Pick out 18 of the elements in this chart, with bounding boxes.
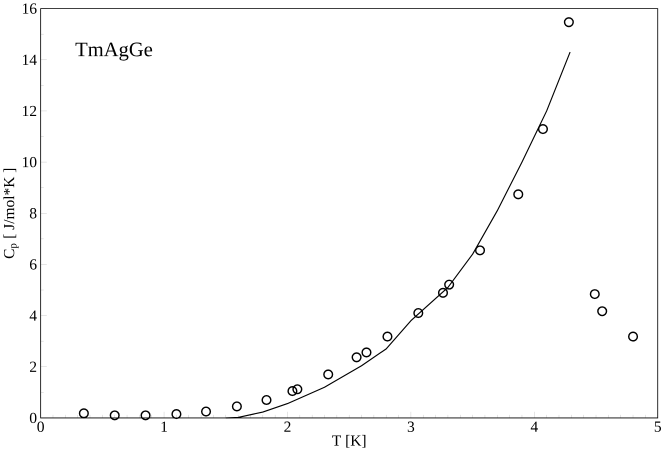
y-tick-label: 4 — [30, 310, 37, 321]
x-tick-label: 4 — [530, 422, 538, 432]
x-tick-label: 1 — [162, 422, 168, 432]
y-tick-label: 12 — [22, 106, 36, 116]
y-tick-label: 0 — [30, 412, 36, 424]
y-tick-label: 6 — [30, 259, 37, 270]
y-tick-label: 8 — [30, 208, 36, 218]
x-tick-label: 5 — [654, 422, 661, 432]
x-axis-title: T [K] — [332, 434, 366, 448]
y-axis-title: C$_{p}$ [ J/mol*K ] — [3, 168, 19, 258]
x-tick-label: 2 — [284, 422, 290, 432]
annotation: TmAgGe — [76, 42, 152, 61]
y-tick-label: 16 — [22, 3, 37, 14]
x-tick-label: 0 — [37, 422, 44, 432]
y-tick-label: 2 — [30, 362, 36, 372]
y-tick-label: 10 — [22, 156, 36, 168]
y-tick-label: 14 — [22, 54, 37, 65]
x-tick-label: 3 — [408, 422, 414, 432]
